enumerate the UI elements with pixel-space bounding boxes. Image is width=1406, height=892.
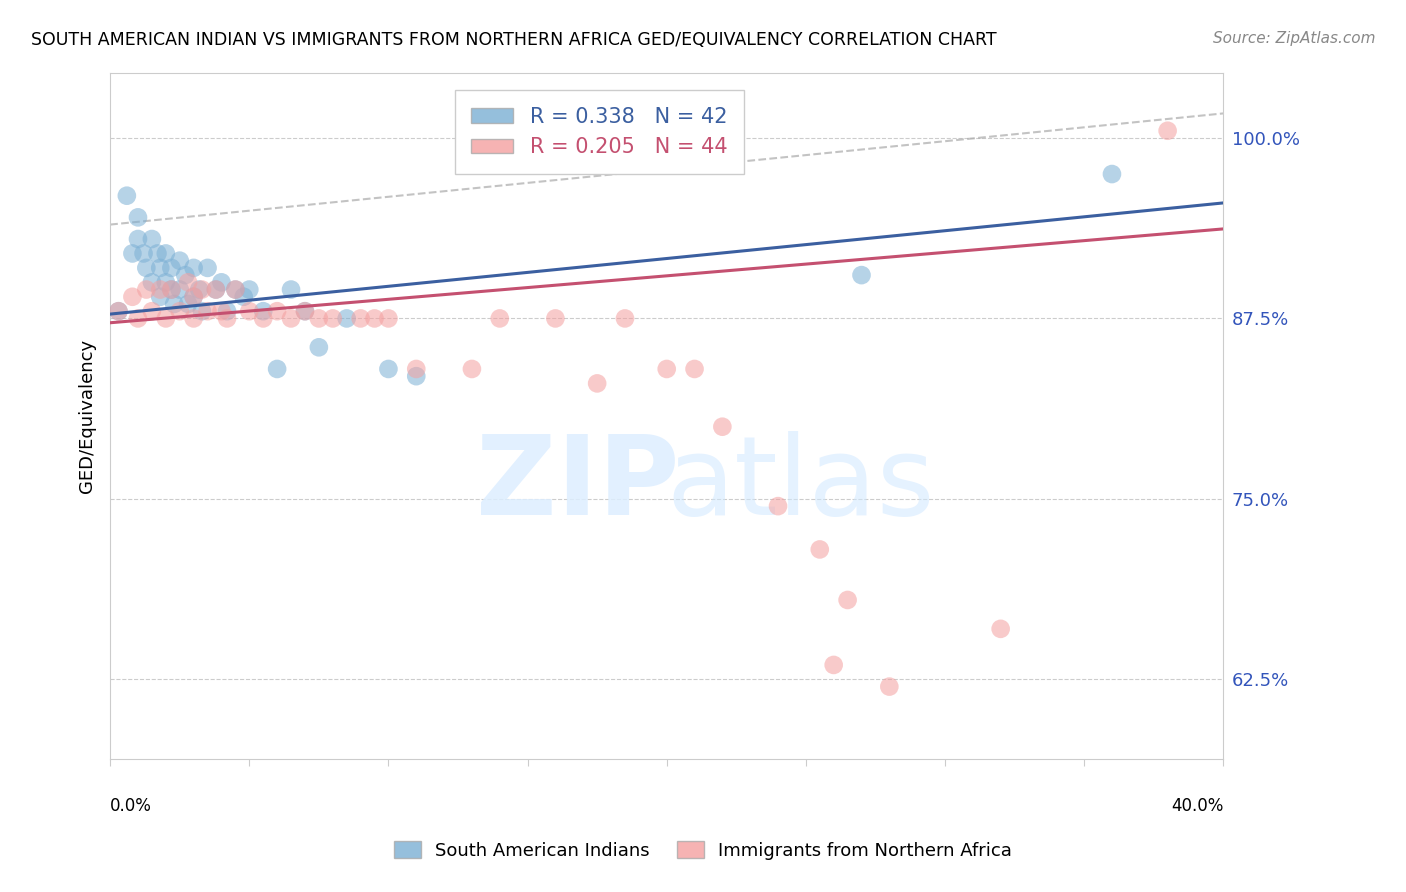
Point (197, 260, 219, 275)
Point (232, 290, 254, 304)
Point (149, 283, 172, 297)
Point (308, 340, 330, 354)
Point (238, 283, 260, 297)
Point (163, 297, 186, 311)
Point (614, 311, 637, 326)
Text: 40.0%: 40.0% (1171, 797, 1223, 814)
Point (851, 268, 873, 282)
Point (1156, 124, 1178, 138)
Point (377, 311, 399, 326)
Point (155, 311, 177, 326)
Point (215, 304, 238, 318)
Point (405, 362, 427, 376)
Point (655, 362, 678, 376)
Point (1101, 167, 1123, 181)
Point (205, 283, 228, 297)
Point (224, 283, 246, 297)
Point (141, 232, 163, 246)
Point (160, 283, 183, 297)
Point (488, 311, 510, 326)
Point (155, 246, 177, 260)
Point (808, 542, 831, 557)
Point (252, 311, 274, 326)
Point (155, 276, 177, 290)
Point (188, 283, 211, 297)
Point (169, 283, 191, 297)
Point (135, 260, 157, 275)
Point (336, 311, 359, 326)
Point (127, 232, 149, 246)
Point (280, 283, 302, 297)
Point (169, 304, 191, 318)
Point (766, 499, 789, 513)
Point (322, 311, 344, 326)
Legend: South American Indians, Immigrants from Northern Africa: South American Indians, Immigrants from … (387, 834, 1019, 867)
Point (149, 290, 172, 304)
Point (377, 362, 399, 376)
Point (183, 290, 205, 304)
Point (197, 304, 219, 318)
Point (146, 246, 169, 260)
Point (544, 311, 567, 326)
Point (211, 304, 233, 318)
Point (127, 211, 149, 225)
Point (405, 369, 427, 384)
Point (349, 311, 371, 326)
Point (141, 304, 163, 318)
Point (132, 246, 155, 260)
Point (183, 260, 205, 275)
Point (174, 268, 197, 282)
Y-axis label: GED/Equivalency: GED/Equivalency (79, 339, 96, 493)
Point (115, 188, 138, 202)
Point (586, 376, 609, 391)
Point (205, 283, 228, 297)
Point (252, 304, 274, 318)
Point (177, 297, 200, 311)
Point (211, 276, 233, 290)
Point (191, 283, 214, 297)
Point (837, 593, 859, 607)
Point (683, 362, 706, 376)
Point (990, 622, 1012, 636)
Point (294, 304, 316, 318)
Text: 0.0%: 0.0% (110, 797, 152, 814)
Text: SOUTH AMERICAN INDIAN VS IMMIGRANTS FROM NORTHERN AFRICA GED/EQUIVALENCY CORRELA: SOUTH AMERICAN INDIAN VS IMMIGRANTS FROM… (31, 31, 997, 49)
Point (879, 680, 901, 694)
Point (107, 304, 129, 318)
Point (823, 657, 845, 672)
Point (461, 362, 484, 376)
Point (169, 253, 191, 268)
Point (280, 311, 302, 326)
Text: Source: ZipAtlas.com: Source: ZipAtlas.com (1212, 31, 1375, 46)
Point (177, 276, 200, 290)
Text: atlas: atlas (666, 431, 935, 538)
Point (183, 290, 205, 304)
Point (107, 304, 129, 318)
Point (711, 419, 734, 434)
Point (266, 362, 288, 376)
Point (121, 290, 143, 304)
Point (121, 246, 143, 260)
Point (135, 283, 157, 297)
Point (308, 311, 330, 326)
Point (224, 283, 246, 297)
Point (127, 311, 149, 326)
Point (238, 304, 260, 318)
Point (215, 311, 238, 326)
Point (191, 304, 214, 318)
Point (160, 260, 183, 275)
Point (160, 283, 183, 297)
Legend: R = 0.338   N = 42, R = 0.205   N = 44: R = 0.338 N = 42, R = 0.205 N = 44 (454, 90, 744, 174)
Point (294, 304, 316, 318)
Point (149, 260, 172, 275)
Point (183, 311, 205, 326)
Point (141, 276, 163, 290)
Point (363, 311, 385, 326)
Text: ZIP: ZIP (477, 431, 679, 538)
Point (266, 304, 288, 318)
